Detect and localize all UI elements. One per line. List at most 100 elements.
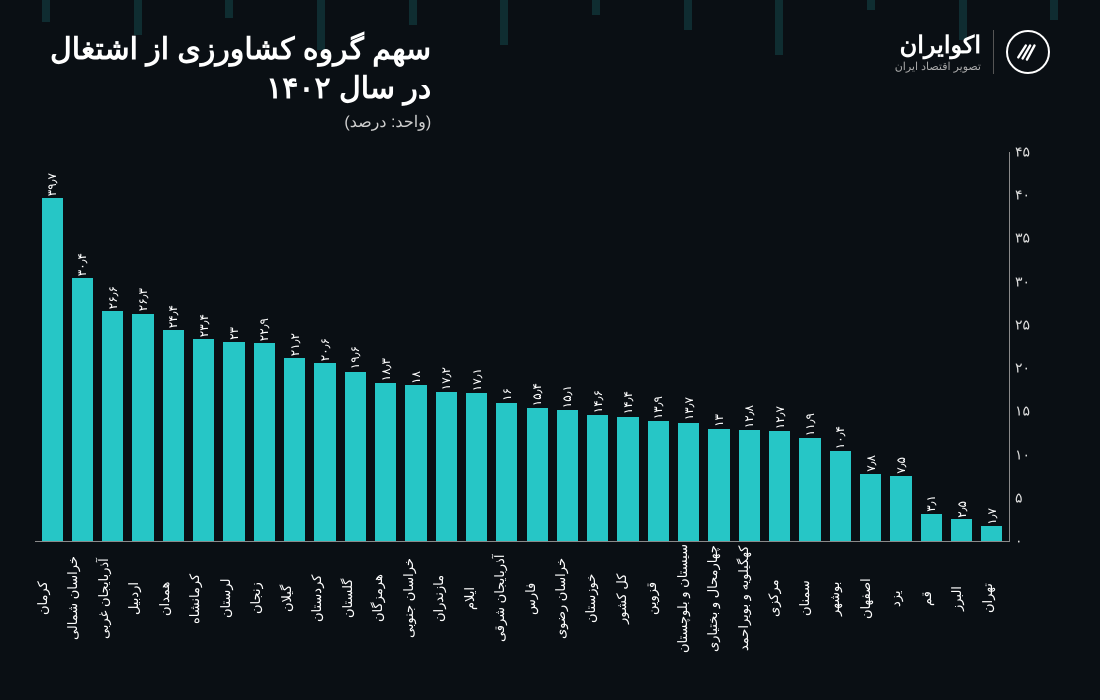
- bar-value-label: ۱۵٫۴: [530, 383, 544, 406]
- bar-value-label: ۲٫۵: [955, 501, 969, 518]
- bar: [375, 383, 396, 541]
- bar-column: ۱۱٫۹: [795, 152, 825, 541]
- bar: [466, 393, 487, 541]
- bar: [223, 342, 244, 541]
- x-label: خراسان جنوبی: [401, 544, 431, 657]
- bar-value-label: ۱٫۷: [985, 508, 999, 525]
- x-label: گیلان: [279, 544, 309, 657]
- bar-column: ۲٫۵: [946, 152, 976, 541]
- bar: [72, 278, 93, 541]
- bar: [951, 519, 972, 541]
- logo-block: اکوایران تصویر اقتصاد ایران: [895, 30, 1050, 74]
- bar-column: ۲۴٫۴: [158, 152, 188, 541]
- bar-value-label: ۷٫۵: [894, 457, 908, 474]
- bar: [527, 408, 548, 541]
- x-label: سیستان و بلوچستان: [675, 544, 705, 657]
- bar: [163, 330, 184, 541]
- bar-value-label: ۲۱٫۲: [288, 333, 302, 356]
- bar-column: ۱۸: [401, 152, 431, 541]
- bar-value-label: ۲۲٫۹: [257, 318, 271, 341]
- bar-value-label: ۲۰٫۶: [318, 338, 332, 361]
- y-tick: ۱۵: [1015, 403, 1047, 420]
- bar-column: ۷٫۵: [886, 152, 916, 541]
- bar: [830, 451, 851, 541]
- x-label: تهران: [980, 544, 1010, 657]
- x-label: زنجان: [248, 544, 278, 657]
- bar-value-label: ۱۸٫۳: [379, 358, 393, 381]
- bar: [739, 430, 760, 541]
- x-label: گلستان: [340, 544, 370, 657]
- bar-value-label: ۲۳٫۴: [197, 314, 211, 337]
- bar-value-label: ۱۴٫۶: [591, 390, 605, 413]
- bar-column: ۱۲٫۸: [734, 152, 764, 541]
- x-label: ایلام: [462, 544, 492, 657]
- x-label: قم: [919, 544, 949, 657]
- bar-value-label: ۲۴٫۴: [166, 305, 180, 328]
- bar: [496, 403, 517, 541]
- bar-value-label: ۱۵٫۱: [560, 385, 574, 408]
- y-tick: ۰: [1015, 533, 1047, 550]
- bar-column: ۱۵٫۱: [552, 152, 582, 541]
- x-label: اردبیل: [126, 544, 156, 657]
- bar-column: ۱۴٫۴: [613, 152, 643, 541]
- bar-column: ۲۳٫۴: [189, 152, 219, 541]
- bar: [860, 474, 881, 541]
- bar-column: ۲۱٫۲: [280, 152, 310, 541]
- chart-title-line1: سهم گروه کشاورزی از اشتغال: [50, 30, 431, 69]
- bar-column: ۲۳: [219, 152, 249, 541]
- y-tick: ۴۰: [1015, 187, 1047, 204]
- bar: [254, 343, 275, 541]
- x-label: البرز: [949, 544, 979, 657]
- x-label: آذربایجان شرقی: [492, 544, 522, 657]
- bar-column: ۲۶٫۳: [128, 152, 158, 541]
- bar-value-label: ۲۶٫۳: [136, 288, 150, 311]
- chart-unit: (واحد: درصد): [50, 112, 431, 132]
- bar-value-label: ۱۳٫۹: [651, 396, 665, 419]
- y-tick: ۲۵: [1015, 316, 1047, 333]
- bar-column: ۳٫۱: [916, 152, 946, 541]
- bar: [587, 415, 608, 541]
- bar-value-label: ۱۷٫۲: [439, 367, 453, 390]
- y-tick: ۳۰: [1015, 273, 1047, 290]
- bar-value-label: ۱۷٫۱: [470, 368, 484, 391]
- chart: ۳۹٫۷۳۰٫۴۲۶٫۶۲۶٫۳۲۴٫۴۲۳٫۴۲۳۲۲٫۹۲۱٫۲۲۰٫۶۱۹…: [35, 152, 1050, 692]
- bar: [132, 314, 153, 541]
- chart-title-line2: در سال ۱۴۰۲: [50, 69, 431, 108]
- bar: [708, 429, 729, 541]
- bar-column: ۱۴٫۶: [583, 152, 613, 541]
- bar: [799, 438, 820, 541]
- bar-value-label: ۱۰٫۴: [833, 426, 847, 449]
- bar-column: ۱۳٫۷: [674, 152, 704, 541]
- bar-value-label: ۲۶٫۶: [106, 286, 120, 309]
- bar-column: ۳۹٫۷: [37, 152, 67, 541]
- bar: [42, 198, 63, 541]
- bar-value-label: ۱۲٫۸: [742, 405, 756, 428]
- x-label: اصفهان: [858, 544, 888, 657]
- x-label: خراسان رضوی: [553, 544, 583, 657]
- y-tick: ۵: [1015, 489, 1047, 506]
- x-label: چهارمحال و بختیاری: [705, 544, 735, 657]
- bar-column: ۱۸٫۳: [370, 152, 400, 541]
- bar: [314, 363, 335, 541]
- bar: [405, 385, 426, 541]
- bar-value-label: ۳۹٫۷: [45, 173, 59, 196]
- bar: [981, 526, 1002, 541]
- x-label: کردستان: [309, 544, 339, 657]
- x-label: همدان: [157, 544, 187, 657]
- bar-value-label: ۱۳٫۷: [682, 397, 696, 420]
- bar: [678, 423, 699, 541]
- bar: [648, 421, 669, 541]
- bar-column: ۱۰٫۴: [825, 152, 855, 541]
- header: اکوایران تصویر اقتصاد ایران سهم گروه کشا…: [0, 0, 1100, 142]
- bar-column: ۱٫۷: [977, 152, 1007, 541]
- y-tick: ۱۰: [1015, 446, 1047, 463]
- bar-column: ۱۷٫۲: [431, 152, 461, 541]
- x-label: فارس: [523, 544, 553, 657]
- bar: [284, 358, 305, 541]
- bar-value-label: ۱۸: [409, 371, 423, 384]
- bar-value-label: ۱۹٫۶: [348, 346, 362, 369]
- logo-divider: [993, 30, 994, 74]
- x-label: قزوین: [644, 544, 674, 657]
- x-label: کهگیلویه و بویراحمد: [736, 544, 766, 657]
- x-axis-labels: کرمانخراسان شمالیآذربایجان غربیاردبیلهمد…: [35, 544, 1010, 657]
